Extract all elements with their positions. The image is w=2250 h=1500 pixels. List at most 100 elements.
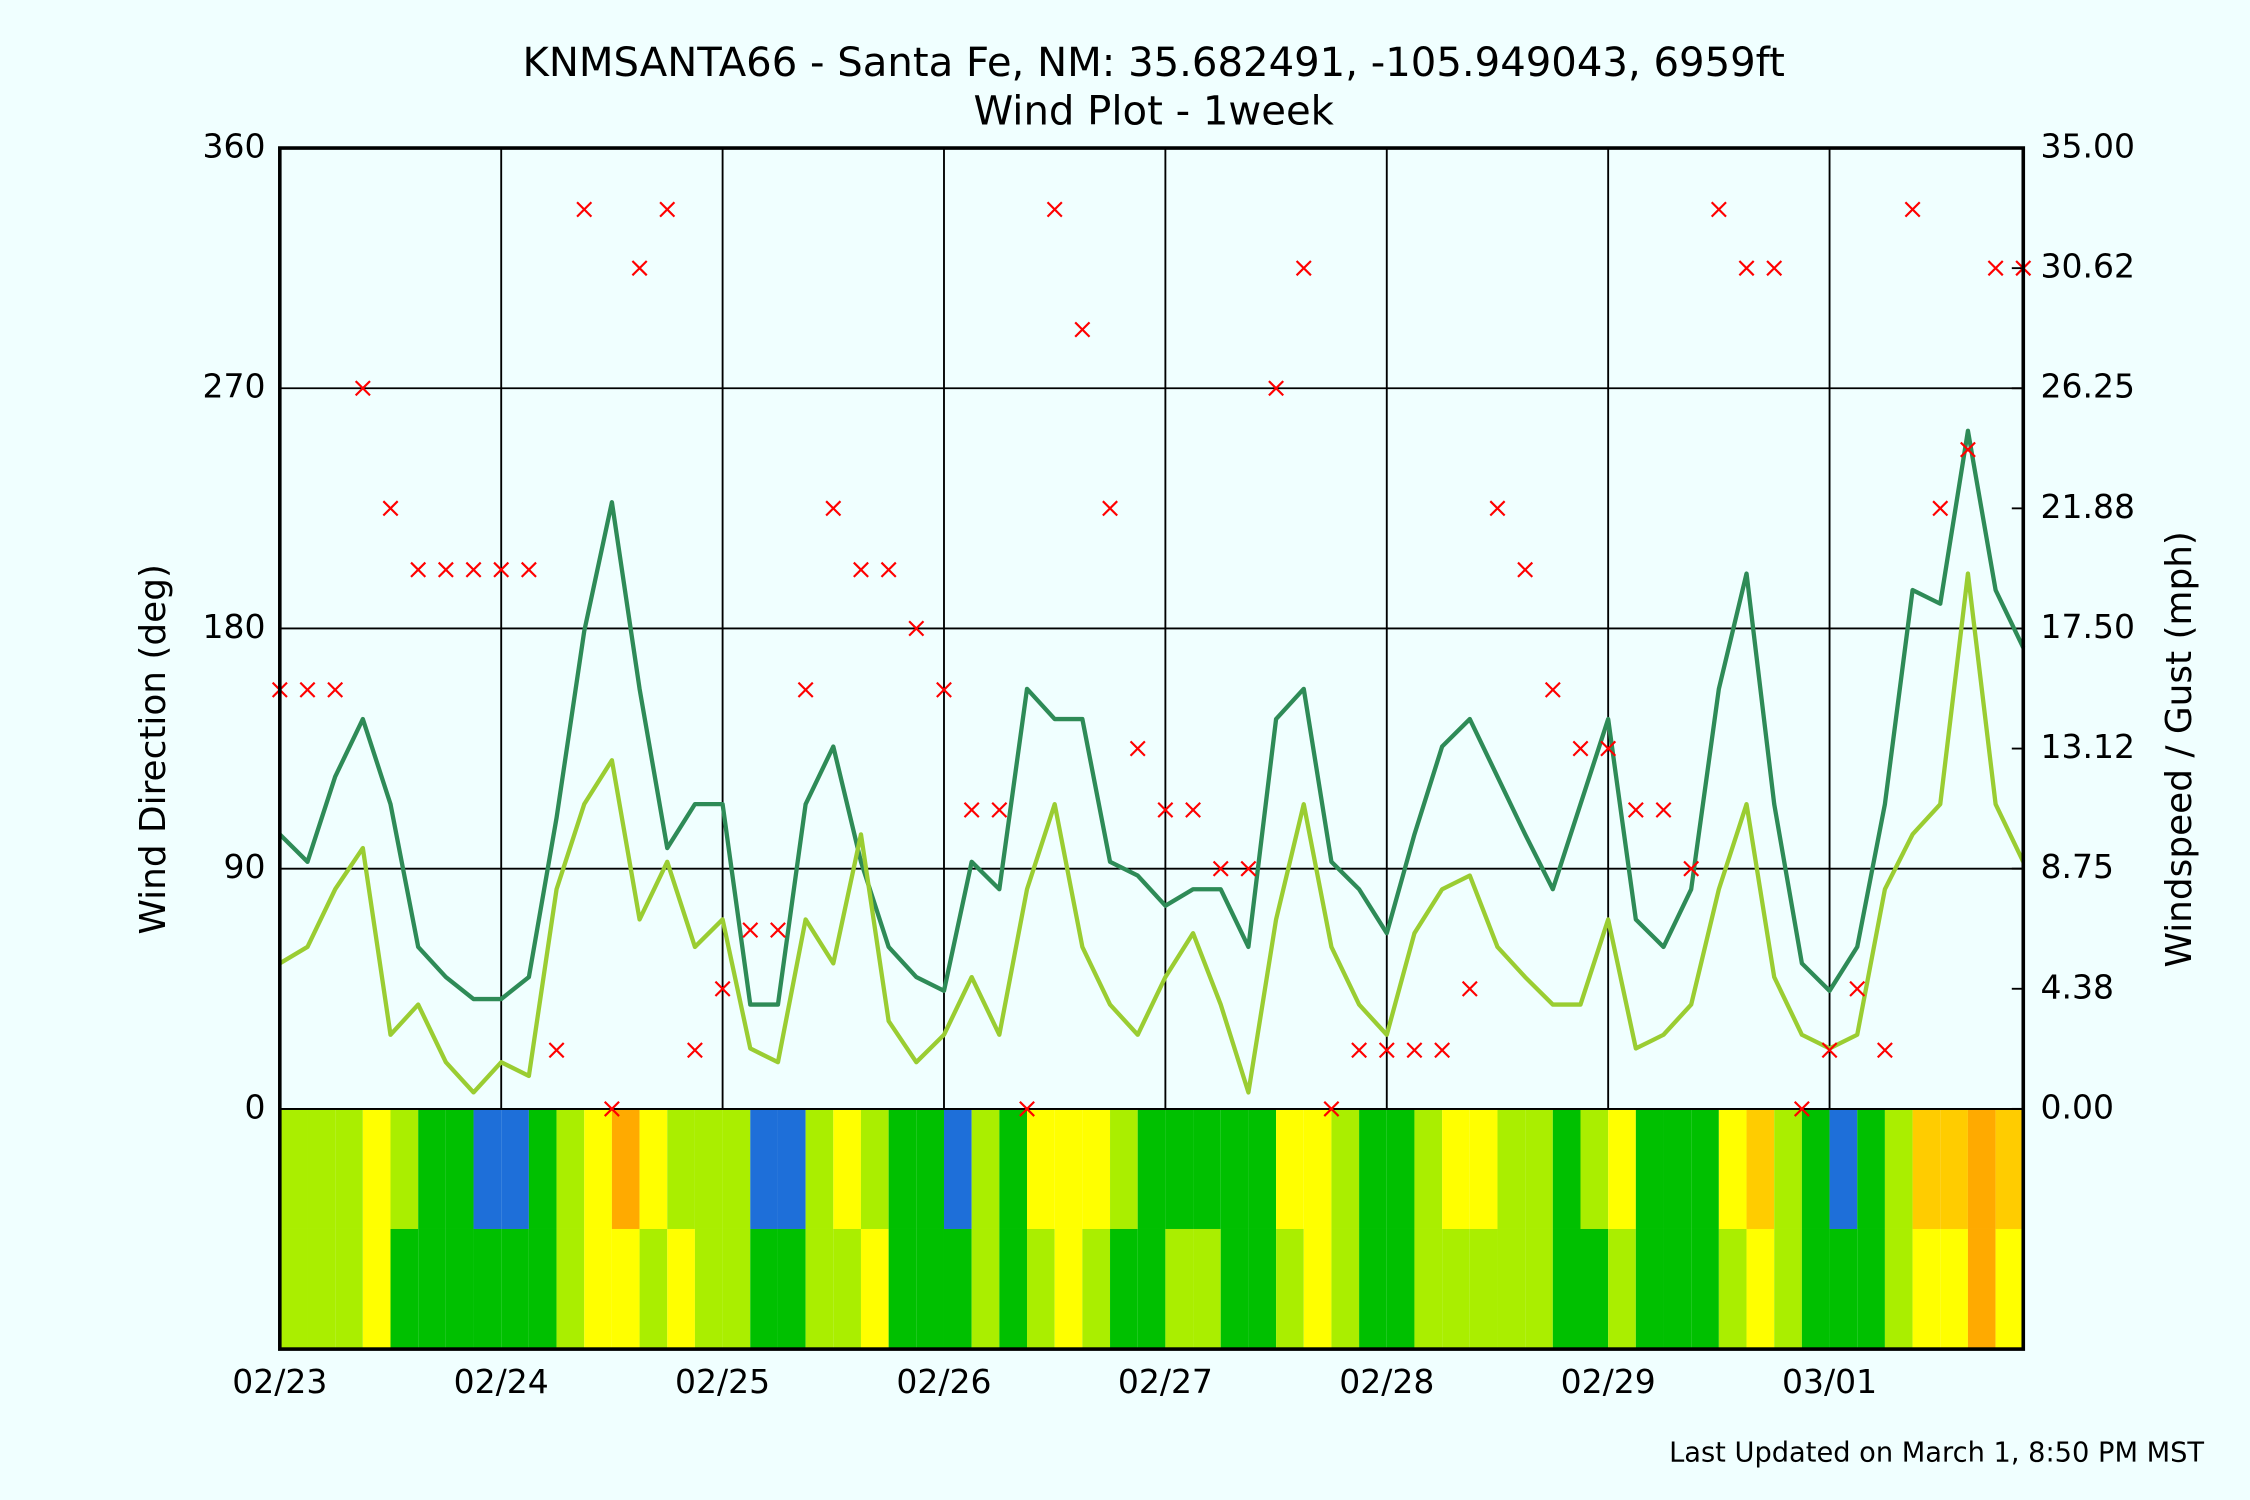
- color-band: [1303, 1228, 1332, 1350]
- direction-marker: [1129, 740, 1146, 757]
- direction-marker: [880, 561, 897, 578]
- direction-marker: [299, 681, 316, 698]
- color-band: [1940, 1228, 1968, 1350]
- x-tick-label: 02/23: [232, 1362, 327, 1401]
- color-band: [1718, 1228, 1747, 1350]
- direction-marker: [1849, 980, 1866, 997]
- color-band: [1663, 1228, 1692, 1350]
- color-band: [777, 1108, 806, 1229]
- direction-marker: [382, 500, 399, 517]
- color-band: [1552, 1228, 1581, 1350]
- direction-marker: [1987, 260, 2004, 277]
- direction-marker: [603, 1100, 620, 1117]
- color-band: [667, 1228, 695, 1350]
- direction-marker: [1627, 802, 1644, 818]
- direction-marker: [1074, 321, 1091, 338]
- color-band: [639, 1228, 668, 1350]
- color-band: [1580, 1108, 1609, 1229]
- y2-tick-label: 17.50: [2040, 607, 2134, 646]
- y-tick-label: 90: [223, 847, 265, 886]
- y2-tick-label: 30.62: [2040, 247, 2134, 286]
- color-band: [1110, 1228, 1138, 1350]
- color-band: [1303, 1108, 1332, 1229]
- color-band: [971, 1108, 1000, 1229]
- color-band: [860, 1228, 889, 1350]
- color-band: [694, 1228, 723, 1350]
- color-band: [1082, 1108, 1111, 1229]
- color-band: [1746, 1108, 1775, 1229]
- direction-marker: [1738, 260, 1755, 277]
- direction-marker: [1461, 980, 1478, 997]
- direction-marker: [853, 561, 869, 578]
- color-band: [501, 1108, 529, 1229]
- color-band: [1884, 1108, 1913, 1229]
- wind-line: [278, 428, 2026, 1007]
- color-band: [1884, 1228, 1913, 1350]
- color-band: [1027, 1228, 1055, 1350]
- direction-marker: [797, 681, 814, 698]
- color-band: [1442, 1228, 1470, 1350]
- direction-marker: [1185, 802, 1201, 818]
- color-band: [279, 1108, 308, 1229]
- color-band: [1635, 1108, 1664, 1229]
- color-band: [390, 1108, 419, 1229]
- y-tick-label: 270: [202, 367, 265, 406]
- direction-marker: [1295, 260, 1312, 277]
- color-band: [1248, 1108, 1277, 1229]
- direction-marker: [1102, 500, 1118, 517]
- color-band: [1912, 1228, 1941, 1350]
- direction-marker: [963, 802, 980, 818]
- color-band: [611, 1228, 640, 1350]
- color-band: [445, 1228, 474, 1350]
- color-band: [307, 1228, 336, 1350]
- color-band: [1580, 1228, 1609, 1350]
- color-band: [1248, 1228, 1277, 1350]
- color-band: [1829, 1228, 1858, 1350]
- x-tick-label: 02/28: [1339, 1362, 1434, 1401]
- color-band: [1663, 1108, 1692, 1229]
- color-band: [1442, 1108, 1470, 1229]
- color-band: [860, 1108, 889, 1229]
- color-band: [473, 1228, 502, 1350]
- color-band: [1608, 1108, 1636, 1229]
- color-band: [1967, 1108, 1996, 1229]
- color-band: [584, 1228, 612, 1350]
- marks: [271, 201, 2032, 1117]
- color-band: [1525, 1108, 1553, 1229]
- color-band: [528, 1108, 557, 1229]
- color-band: [999, 1228, 1028, 1350]
- y2-axis-label: Windspeed / Gust (mph): [2159, 531, 2200, 967]
- color-band: [1635, 1228, 1664, 1350]
- direction-marker: [493, 561, 510, 578]
- direction-marker: [1544, 681, 1561, 698]
- color-band: [1386, 1108, 1415, 1229]
- y2-tick-label: 26.25: [2040, 367, 2134, 406]
- color-band: [999, 1108, 1028, 1229]
- direction-marker: [1655, 802, 1672, 818]
- color-band: [943, 1108, 972, 1229]
- x-tick-label: 02/26: [896, 1362, 991, 1401]
- color-band: [1276, 1228, 1304, 1350]
- direction-marker: [1323, 1100, 1340, 1117]
- y2-tick-label: 8.75: [2040, 847, 2113, 886]
- color-band: [833, 1228, 861, 1350]
- direction-marker: [825, 500, 842, 517]
- color-band: [1386, 1228, 1415, 1350]
- color-band: [1359, 1228, 1387, 1350]
- y2-tick-label: 13.12: [2040, 727, 2134, 766]
- direction-marker: [1046, 201, 1063, 218]
- y2-tick-label: 35.00: [2040, 127, 2134, 166]
- direction-marker: [576, 201, 593, 218]
- color-band: [528, 1228, 557, 1350]
- direction-marker: [437, 561, 454, 578]
- direction-marker: [1766, 260, 1783, 277]
- color-band: [1497, 1108, 1526, 1229]
- direction-marker: [936, 681, 952, 698]
- color-band: [805, 1108, 834, 1229]
- color-band: [1137, 1228, 1166, 1350]
- x-tick-label: 03/01: [1782, 1362, 1877, 1401]
- color-band: [1469, 1108, 1498, 1229]
- color-band: [1110, 1108, 1138, 1229]
- direction-marker: [686, 1042, 703, 1059]
- wind-line: [278, 571, 2026, 1095]
